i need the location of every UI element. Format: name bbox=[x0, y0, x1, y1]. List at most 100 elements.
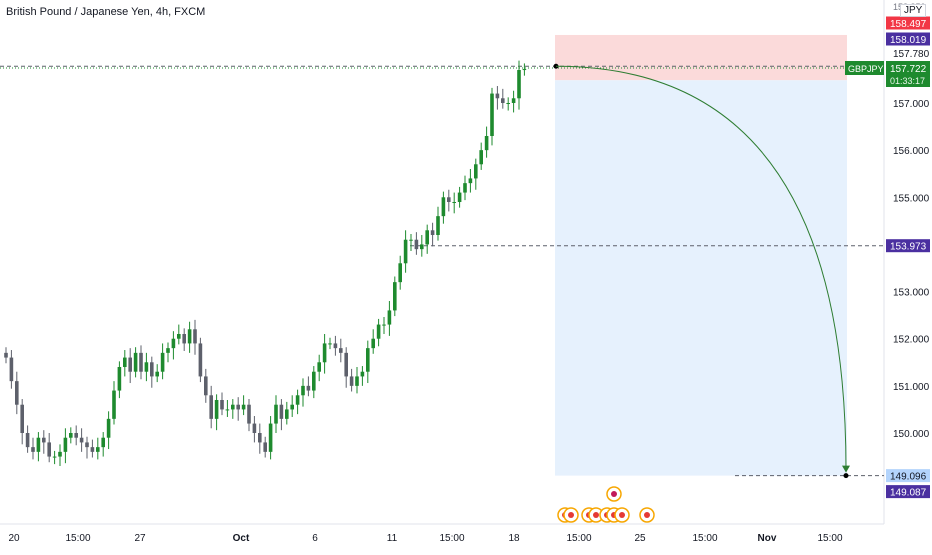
candle-body bbox=[252, 423, 257, 433]
candle-body bbox=[285, 409, 289, 419]
stop-price-tag-bg[interactable] bbox=[886, 32, 930, 46]
event-dot bbox=[611, 491, 617, 497]
x-tick-label: Nov bbox=[758, 533, 777, 544]
candle-body bbox=[15, 381, 19, 405]
candle-body bbox=[241, 404, 246, 410]
candle-body bbox=[150, 362, 154, 377]
candle-body bbox=[355, 376, 359, 386]
target-price-tag-bg[interactable] bbox=[886, 469, 930, 483]
candle-body bbox=[339, 348, 343, 353]
target2-price-tag: 149.087 bbox=[890, 488, 927, 499]
candle-body bbox=[198, 343, 203, 377]
candle-body bbox=[52, 456, 57, 458]
target-price-tag: 149.096 bbox=[890, 472, 927, 483]
x-tick-label: 15:00 bbox=[65, 533, 90, 544]
candle-body bbox=[263, 442, 267, 452]
stop-loss-zone[interactable] bbox=[555, 34, 847, 81]
candle-body bbox=[290, 404, 294, 410]
currency-tag[interactable]: JPY bbox=[900, 4, 927, 17]
candle-body bbox=[236, 404, 240, 410]
candle-body bbox=[511, 98, 516, 103]
candle-body bbox=[4, 352, 8, 358]
candle-body bbox=[522, 69, 527, 71]
target2-price-tag-bg[interactable] bbox=[886, 485, 930, 499]
x-tick-label: 25 bbox=[634, 533, 646, 544]
candle-body bbox=[112, 390, 116, 419]
x-tick-label: 18 bbox=[508, 533, 520, 544]
candle-body bbox=[85, 442, 89, 448]
last-price-tag: 157.722 bbox=[890, 64, 927, 75]
candle-body bbox=[220, 400, 224, 410]
candle-body bbox=[204, 376, 208, 396]
candle-body bbox=[398, 263, 402, 283]
target-point-marker[interactable] bbox=[843, 473, 849, 479]
stop-high-price-tag: 158.497 bbox=[890, 19, 927, 30]
event-dot bbox=[593, 512, 599, 518]
candle-body bbox=[301, 385, 305, 396]
y-tick-label: 157.000 bbox=[893, 99, 930, 110]
candle-body bbox=[322, 343, 327, 363]
candle-body bbox=[409, 239, 413, 241]
y-tick-label: 156.000 bbox=[893, 146, 930, 157]
candle-body bbox=[366, 348, 370, 372]
candle-body bbox=[144, 362, 149, 372]
event-dot bbox=[568, 512, 574, 518]
x-tick-label: 20 bbox=[8, 533, 20, 544]
candle-body bbox=[31, 447, 35, 452]
candle-body bbox=[96, 447, 100, 452]
candle-body bbox=[382, 324, 386, 326]
candle-body bbox=[376, 324, 381, 339]
candle-body bbox=[133, 352, 138, 372]
candle-body bbox=[171, 338, 176, 349]
candle-body bbox=[177, 334, 181, 339]
candle-body bbox=[101, 437, 105, 448]
candle-body bbox=[447, 197, 451, 202]
symbol-tag-bg[interactable] bbox=[845, 61, 884, 75]
y-tick-label: 153.000 bbox=[893, 288, 930, 299]
candle-body bbox=[360, 371, 365, 377]
candle-body bbox=[463, 183, 467, 193]
candle-body bbox=[457, 192, 462, 202]
x-tick-label: 15:00 bbox=[692, 533, 717, 544]
event-dot bbox=[644, 512, 650, 518]
x-tick-label: 15:00 bbox=[817, 533, 842, 544]
candle-body bbox=[9, 357, 14, 382]
candle-body bbox=[36, 437, 41, 452]
candle-body bbox=[90, 447, 95, 452]
y-tick-label: 152.000 bbox=[893, 335, 930, 346]
x-tick-label: Oct bbox=[233, 533, 250, 544]
candle-body bbox=[187, 329, 192, 344]
stop-price-tag: 158.019 bbox=[890, 35, 927, 46]
mid-level-price-tag-bg[interactable] bbox=[886, 239, 930, 253]
candle-body bbox=[436, 216, 440, 235]
candle-body bbox=[517, 70, 521, 99]
symbol-title: British Pound / Japanese Yen, 4h, FXCM bbox=[6, 6, 206, 18]
candle-body bbox=[63, 437, 68, 452]
y-tick-label: 151.000 bbox=[893, 382, 930, 393]
candle-body bbox=[474, 164, 478, 179]
candle-body bbox=[425, 230, 429, 245]
candle-body bbox=[268, 423, 273, 452]
candle-body bbox=[452, 202, 456, 203]
stop-high-price-tag-bg[interactable] bbox=[886, 16, 930, 30]
candle-body bbox=[193, 329, 197, 344]
candle-body bbox=[349, 376, 354, 386]
candle-body bbox=[69, 433, 73, 438]
candle-body bbox=[155, 371, 159, 377]
projection-arc[interactable] bbox=[555, 65, 847, 470]
take-profit-zone[interactable] bbox=[555, 80, 847, 476]
candle-body bbox=[166, 348, 170, 353]
candle-body bbox=[344, 352, 348, 377]
candle-body bbox=[20, 404, 24, 433]
candle-body bbox=[468, 178, 473, 184]
x-tick-label: 27 bbox=[134, 533, 146, 544]
arrow-head-icon bbox=[842, 465, 850, 473]
candle-body bbox=[484, 136, 489, 151]
candle-body bbox=[42, 437, 46, 443]
last-price-tag-bg[interactable] bbox=[886, 61, 930, 87]
candle-body bbox=[117, 367, 122, 391]
candle-body bbox=[247, 404, 251, 424]
candle-body bbox=[441, 197, 446, 217]
